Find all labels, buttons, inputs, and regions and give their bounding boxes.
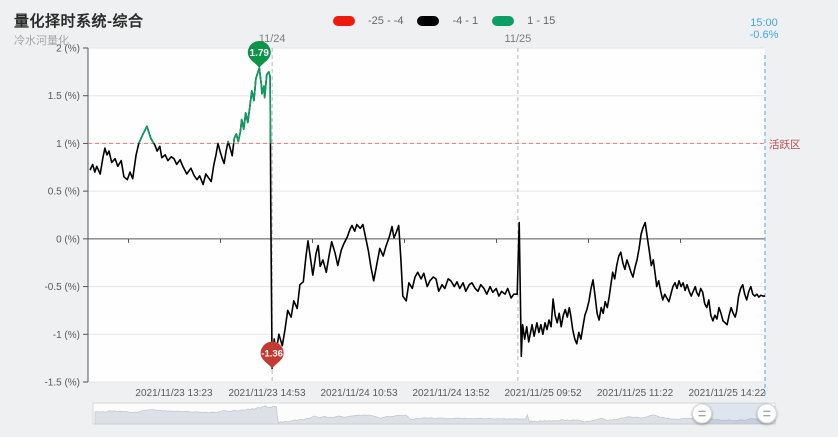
legend-swatch-green <box>492 16 515 26</box>
handle-circle <box>756 403 777 424</box>
x-axis-label: 2021/11/24 10:53 <box>320 388 398 399</box>
series-line[interactable] <box>89 67 765 370</box>
pin-label: -1.36 <box>261 349 283 360</box>
navigator-handle-right[interactable] <box>756 403 777 424</box>
legend-item-red[interactable]: -25 - -4 <box>333 15 403 27</box>
x-axis-label: 2021/11/25 09:52 <box>504 388 582 399</box>
handle-circle <box>692 403 713 424</box>
y-axis-label: 0 (%) <box>56 234 80 245</box>
legend-item-green[interactable]: 1 - 15 <box>492 15 555 27</box>
legend-swatch-red <box>333 16 355 26</box>
day-divider-label: 11/25 <box>505 33 532 45</box>
pin-label: 1.79 <box>250 48 270 59</box>
navigator-silhouette <box>94 405 776 425</box>
legend-label: -4 - 1 <box>452 15 479 27</box>
y-axis-label: -0.5 (%) <box>44 282 80 293</box>
day-divider-label: 11/24 <box>259 33 286 45</box>
page-subtitle: 冷水河量化 <box>14 35 69 47</box>
current-time-value: 15:00 -0.6% <box>730 17 798 41</box>
x-axis-label: 2021/11/24 13:52 <box>412 388 490 399</box>
min-marker-pin[interactable]: -1.36 <box>260 341 284 369</box>
y-axis-label: -1.5 (%) <box>44 378 80 389</box>
current-time: 15:00 <box>750 17 778 29</box>
current-change: -0.6% <box>749 29 779 41</box>
x-axis-label: 2021/11/25 14:22 <box>688 388 766 399</box>
legend-label: 1 - 15 <box>527 15 556 27</box>
legend-label: -25 - -4 <box>368 15 404 27</box>
navigator-handle-left[interactable] <box>692 403 713 424</box>
navigator-selection[interactable] <box>702 403 767 424</box>
x-axis-label: 2021/11/25 11:22 <box>597 388 674 399</box>
y-axis-label: 2 (%) <box>56 44 80 55</box>
plot-area <box>88 48 765 382</box>
y-axis-label: 1.5 (%) <box>48 91 80 102</box>
y-axis-label: 1 (%) <box>56 139 80 150</box>
legend: -25 - -4 -4 - 1 1 - 15 <box>333 13 569 29</box>
legend-swatch-black <box>417 16 440 26</box>
threshold-zone-label: 活跃区 <box>769 139 801 151</box>
y-axis-label: -1 (%) <box>53 330 80 341</box>
max-marker-pin[interactable]: 1.79 <box>247 41 271 69</box>
pin-shape <box>247 41 271 69</box>
pin-shape <box>260 341 284 369</box>
x-axis-label: 2021/11/23 14:53 <box>228 388 306 399</box>
y-axis-label: 0.5 (%) <box>48 187 80 198</box>
page-title: 量化择时系统-综合 <box>14 13 144 30</box>
x-axis-label: 2021/11/23 13:23 <box>135 388 213 399</box>
legend-item-black[interactable]: -4 - 1 <box>417 15 478 27</box>
